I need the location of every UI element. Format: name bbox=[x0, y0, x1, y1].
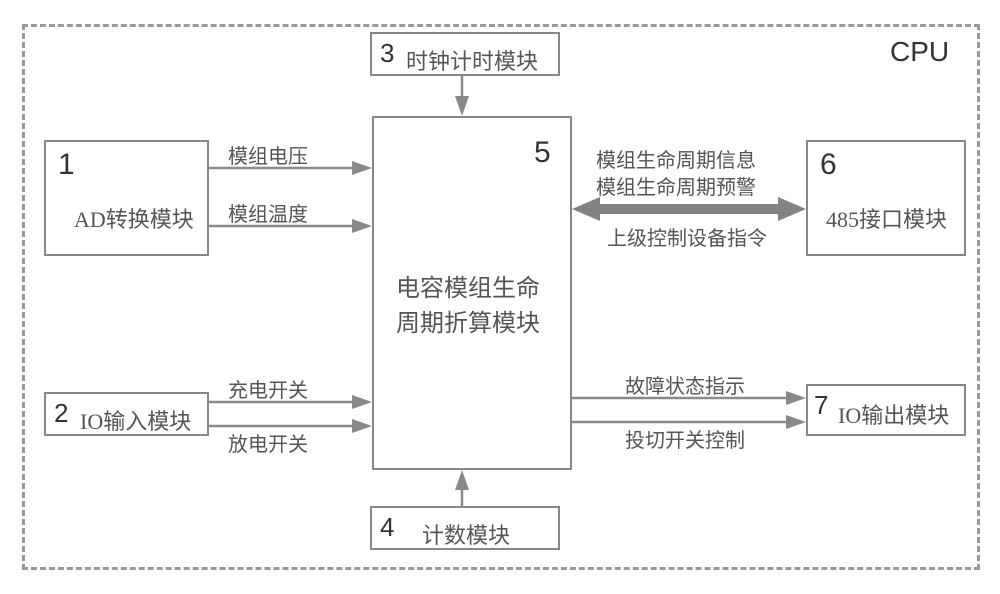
edge-label-upper-command: 上级控制设备指令 bbox=[607, 222, 767, 251]
edge-label-charge-switch: 充电开关 bbox=[228, 374, 308, 403]
node-lifecycle-calc: 5 电容模组生命 周期折算模块 bbox=[372, 116, 572, 470]
node-title: 485接口模块 bbox=[826, 202, 947, 234]
edge-label-module-voltage: 模组电压 bbox=[228, 140, 308, 169]
node-number: 2 bbox=[54, 398, 68, 429]
node-title: 电容模组生命 周期折算模块 bbox=[396, 268, 540, 338]
node-number: 6 bbox=[820, 148, 837, 182]
node-io-input: 2 IO输入模块 bbox=[44, 392, 209, 436]
node-title: 计数模块 bbox=[422, 518, 510, 550]
node-title: AD转换模块 bbox=[74, 202, 194, 234]
edge-label-module-temperature: 模组温度 bbox=[228, 198, 308, 227]
edge-label-switch-control: 投切开关控制 bbox=[625, 424, 745, 453]
node-title: IO输入模块 bbox=[80, 404, 191, 436]
node-number: 7 bbox=[814, 390, 828, 421]
node-number: 4 bbox=[380, 512, 394, 543]
node-clock-timer: 3 时钟计时模块 bbox=[370, 32, 560, 76]
node-counter: 4 计数模块 bbox=[370, 506, 560, 550]
cpu-label: CPU bbox=[890, 36, 949, 68]
node-title: IO输出模块 bbox=[838, 398, 949, 430]
node-title: 时钟计时模块 bbox=[406, 44, 538, 76]
node-io-output: 7 IO输出模块 bbox=[806, 384, 966, 436]
node-number: 1 bbox=[58, 148, 75, 182]
node-number: 3 bbox=[380, 38, 394, 69]
node-number: 5 bbox=[534, 136, 551, 170]
edge-label-lifecycle-info: 模组生命周期信息 模组生命周期预警 bbox=[596, 148, 756, 202]
edge-label-fault-status: 故障状态指示 bbox=[625, 370, 745, 399]
node-485-interface: 6 485接口模块 bbox=[806, 140, 966, 256]
node-ad-conversion: 1 AD转换模块 bbox=[44, 140, 209, 256]
edge-label-discharge-switch: 放电开关 bbox=[228, 428, 308, 457]
